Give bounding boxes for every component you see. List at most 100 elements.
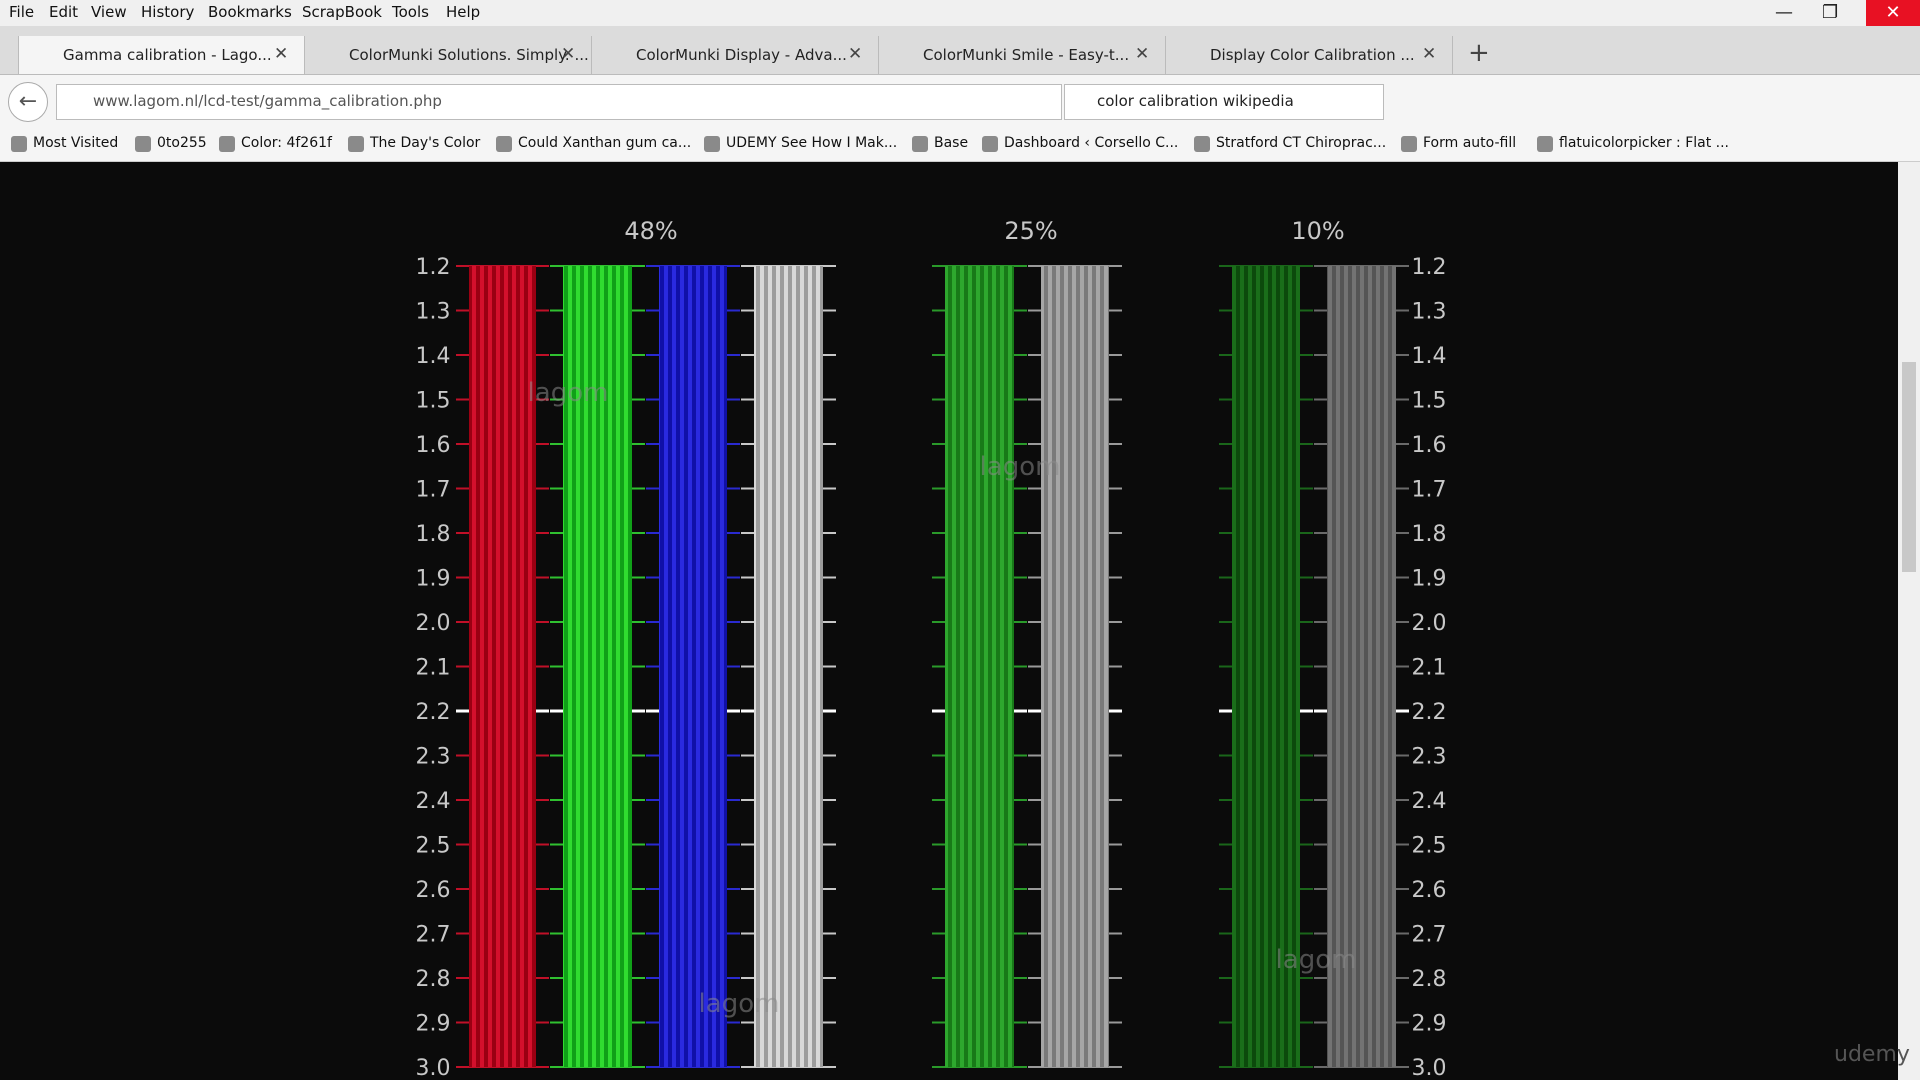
gamma-label: 2.9: [1412, 1012, 1447, 1037]
menu-item[interactable]: Tools: [392, 3, 429, 21]
gamma-label: 2.8: [1412, 967, 1447, 992]
gamma-label: 2.5: [1412, 834, 1447, 859]
bookmark[interactable]: Most Visited: [33, 135, 119, 151]
bookmark[interactable]: Form auto-fill: [1423, 135, 1517, 151]
gamma-bar: [945, 266, 1014, 1067]
menu-item[interactable]: ScrapBook: [302, 3, 382, 21]
gamma-label: 2.7: [416, 923, 451, 948]
tab-bar: [0, 26, 1920, 75]
gamma-label: 1.2: [416, 255, 451, 280]
gamma-label: 2.6: [416, 878, 451, 903]
address-text: www.lagom.nl/lcd-test/gamma_calibration.…: [93, 92, 442, 110]
gamma-label: 1.9: [1412, 567, 1447, 592]
gamma-label: 1.2: [1412, 255, 1447, 280]
bookmark-icon[interactable]: [1194, 136, 1210, 152]
menu-bar: [0, 0, 1920, 26]
gamma-label: 3.0: [416, 1056, 451, 1080]
restore-button[interactable]: ❐: [1822, 2, 1839, 23]
address-bar[interactable]: [56, 84, 1062, 120]
gamma-label: 2.0: [416, 611, 451, 636]
gamma-label: 2.4: [416, 789, 451, 814]
menu-item[interactable]: Edit: [49, 3, 79, 21]
bookmark[interactable]: UDEMY See How I Mak...: [726, 135, 898, 151]
gamma-label: 2.1: [1412, 656, 1447, 681]
tab[interactable]: Gamma calibration - Lago...: [18, 36, 305, 74]
menu-item[interactable]: File: [9, 3, 35, 21]
gamma-label: 2.2: [416, 700, 451, 725]
bookmark[interactable]: 0to255: [157, 135, 207, 151]
menu-item[interactable]: View: [91, 3, 127, 21]
bookmark[interactable]: flatuicolorpicker : Flat ...: [1559, 135, 1730, 151]
bookmark-icon[interactable]: [11, 136, 27, 152]
gamma-bar: [1232, 266, 1300, 1067]
scroll-thumb[interactable]: [1902, 362, 1916, 572]
gamma-label: 1.7: [416, 478, 451, 503]
gamma-label: 2.5: [416, 834, 451, 859]
gamma-label: 2.0: [1412, 611, 1447, 636]
tab[interactable]: ColorMunki Smile - Easy-t...: [879, 36, 1166, 74]
tab-close[interactable]: ✕: [1135, 44, 1150, 64]
bookmarks-bar: [0, 127, 1920, 162]
menu-item[interactable]: Bookmarks: [208, 3, 292, 21]
tab[interactable]: ColorMunki Display - Adva...: [592, 36, 879, 74]
gamma-label: 2.3: [1412, 745, 1447, 770]
search-text: color calibration wikipedia: [1097, 92, 1294, 110]
bookmark-icon[interactable]: [219, 136, 235, 152]
new-tab-button[interactable]: +: [1468, 38, 1490, 68]
gamma-label: 2.6: [1412, 878, 1447, 903]
gamma-label: 1.4: [1412, 344, 1447, 369]
gamma-bar: [1327, 266, 1396, 1067]
gamma-label: 1.6: [416, 433, 451, 458]
gamma-label: 1.8: [416, 522, 451, 547]
bookmark-icon[interactable]: [704, 136, 720, 152]
watermark: lagom: [699, 989, 780, 1019]
tab-close[interactable]: ✕: [561, 44, 576, 64]
close-button[interactable]: ✕: [1866, 0, 1920, 26]
bookmark-icon[interactable]: [348, 136, 364, 152]
bookmark-icon[interactable]: [1537, 136, 1553, 152]
bookmark[interactable]: Dashboard ‹ Corsello C...: [1004, 135, 1179, 151]
overlay-logo: udemy: [1834, 1042, 1910, 1067]
gamma-label: 1.6: [1412, 433, 1447, 458]
tab[interactable]: Display Color Calibration ...: [1166, 36, 1453, 74]
gamma-label: 2.2: [1412, 700, 1447, 725]
bookmark[interactable]: Color: 4f261f: [241, 135, 332, 151]
bookmark-icon[interactable]: [135, 136, 151, 152]
tab-close[interactable]: ✕: [848, 44, 863, 64]
tab[interactable]: ColorMunki Solutions. Simply. ...: [305, 36, 592, 74]
group-header: 10%: [1291, 217, 1344, 245]
bookmark-icon[interactable]: [912, 136, 928, 152]
gamma-label: 1.5: [1412, 389, 1447, 414]
minimize-button[interactable]: —: [1775, 2, 1793, 23]
back-button[interactable]: ←: [8, 82, 48, 122]
watermark: lagom: [1276, 945, 1357, 975]
bookmark-icon[interactable]: [982, 136, 998, 152]
menu-item[interactable]: History: [141, 3, 195, 21]
bookmark[interactable]: Base: [934, 135, 969, 151]
bookmark-icon[interactable]: [496, 136, 512, 152]
gamma-label: 2.7: [1412, 923, 1447, 948]
bookmark-icon[interactable]: [1401, 136, 1417, 152]
search-bar[interactable]: [1064, 84, 1384, 120]
gamma-label: 2.8: [416, 967, 451, 992]
gamma-label: 1.3: [1412, 300, 1447, 325]
tab-close[interactable]: ✕: [1422, 44, 1437, 64]
menu-item[interactable]: Help: [446, 3, 481, 21]
group-header: 25%: [1004, 217, 1057, 245]
gamma-label: 1.7: [1412, 478, 1447, 503]
gamma-chart: 1.2 1.2 1.3 1.3 1.4 1.4 1.5 1.5 1.6 1.6 1.7 1.7 1.8 1…: [416, 217, 1447, 1080]
gamma-bar: [754, 266, 823, 1067]
group-header: 48%: [624, 217, 677, 245]
gamma-label: 2.3: [416, 745, 451, 770]
watermark: lagom: [980, 452, 1061, 482]
gamma-label: 2.9: [416, 1012, 451, 1037]
scrollbar[interactable]: [1898, 162, 1920, 1080]
gamma-label: 1.8: [1412, 522, 1447, 547]
gamma-label: 2.4: [1412, 789, 1447, 814]
bookmark[interactable]: The Day's Color: [370, 135, 481, 151]
bookmark[interactable]: Could Xanthan gum ca...: [518, 135, 692, 151]
bookmark[interactable]: Stratford CT Chiroprac...: [1216, 135, 1387, 151]
tab-close[interactable]: ✕: [274, 44, 289, 64]
